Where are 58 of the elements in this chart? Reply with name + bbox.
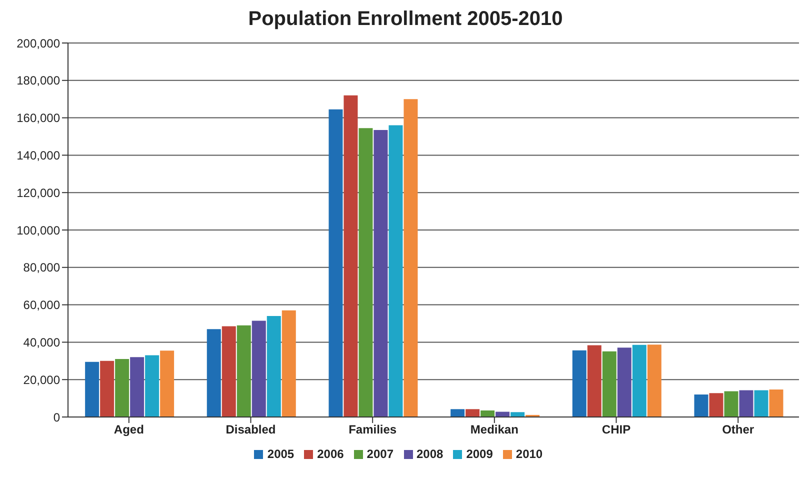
bar	[769, 390, 784, 417]
bar	[85, 362, 100, 417]
bar	[739, 390, 754, 417]
bar	[450, 409, 465, 417]
y-tick-label: 20,000	[23, 372, 60, 387]
y-tick-label: 80,000	[23, 260, 60, 275]
legend-label: 2006	[317, 447, 344, 461]
y-tick-label: 160,000	[16, 111, 60, 126]
bar	[282, 310, 296, 417]
y-tick-label: 0	[53, 410, 60, 424]
bar	[266, 316, 281, 417]
bar	[115, 359, 130, 417]
bar	[510, 412, 525, 417]
bar	[358, 128, 373, 417]
legend-label: 2009	[466, 447, 493, 461]
bar	[694, 394, 708, 417]
bar	[222, 326, 236, 417]
x-tick-label: Aged	[114, 422, 144, 437]
bar	[480, 410, 495, 417]
bar	[709, 393, 724, 417]
bar	[344, 95, 358, 417]
x-tick-label: Medikan	[470, 422, 518, 437]
bar	[388, 125, 403, 417]
bar	[632, 344, 646, 417]
bar	[754, 390, 768, 417]
bar	[466, 409, 480, 417]
y-tick-label: 120,000	[16, 186, 60, 200]
bar	[236, 325, 251, 417]
legend-label: 2010	[516, 447, 543, 461]
bar	[100, 360, 114, 417]
bar	[328, 109, 343, 417]
bar	[404, 99, 418, 417]
bar	[130, 357, 144, 417]
legend-label: 2005	[267, 447, 294, 461]
x-tick-label: Other	[722, 422, 754, 437]
y-tick-label: 200,000	[16, 36, 60, 50]
bar	[252, 320, 266, 417]
bar	[374, 130, 388, 417]
bar	[145, 355, 160, 417]
bar	[647, 344, 662, 417]
bar	[206, 329, 221, 417]
y-tick-label: 60,000	[23, 298, 60, 312]
y-tick-label: 180,000	[16, 74, 60, 88]
bar	[587, 345, 602, 417]
bar	[724, 391, 738, 417]
bar	[602, 351, 616, 417]
x-tick-label: Disabled	[226, 422, 276, 437]
y-tick-label: 100,000	[16, 223, 60, 238]
x-tick-label: Families	[348, 422, 397, 437]
bar	[160, 350, 174, 417]
bar	[617, 348, 632, 417]
bar	[572, 350, 586, 417]
x-tick-label: CHIP	[602, 422, 631, 437]
y-tick-label: 40,000	[23, 335, 60, 350]
chart-title: Population Enrollment 2005-2010	[247, 8, 564, 31]
legend-label: 2007	[366, 447, 394, 461]
y-tick-label: 140,000	[16, 148, 60, 162]
legend-label: 2008	[416, 447, 444, 461]
